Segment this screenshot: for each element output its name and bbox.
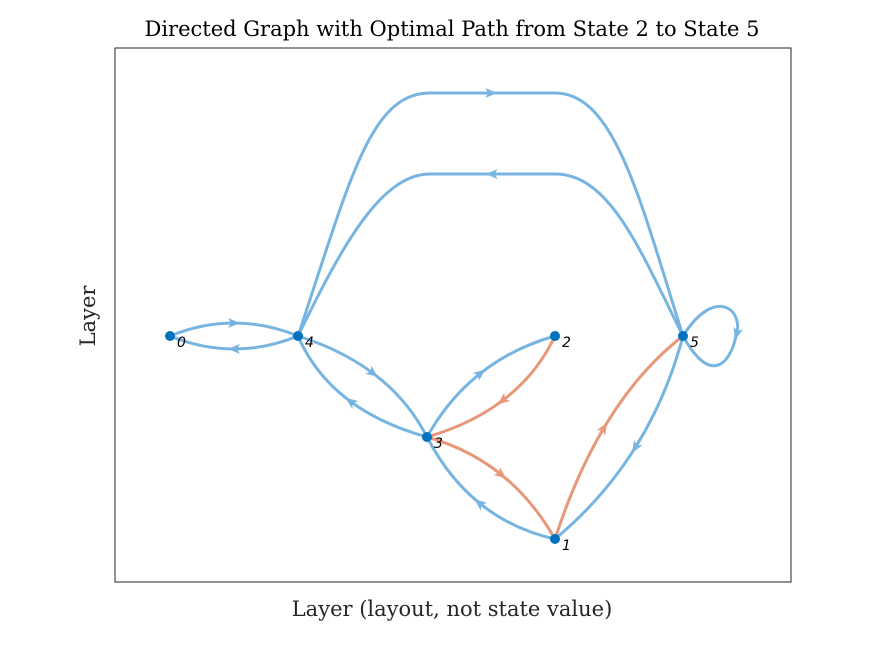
optimal-edge [553,334,684,540]
node [165,331,175,341]
axes-box [114,47,792,583]
edge-arrow [474,499,488,511]
edge-arrow [472,369,486,381]
edge-arrow [228,344,241,355]
node-label: 3 [434,436,443,452]
node-label: 0 [177,335,186,351]
node [293,331,303,341]
y-label: Layer [76,285,100,347]
node [678,331,688,341]
edge-arrow [596,422,608,436]
node-label: 4 [305,335,314,351]
edge-arrow [485,88,498,98]
node [550,331,560,341]
node-label: 1 [562,538,571,554]
optimal-edge [426,335,557,439]
node [550,534,560,544]
title: Directed Graph with Optimal Path from St… [144,17,759,41]
edge-arrow [497,393,511,405]
edge-arrow [631,439,643,453]
edge-arrow [733,326,744,340]
nodes: 0 1 2 3 4 5 [165,331,699,554]
x-label: Layer (layout, not state value) [292,597,613,621]
edge-arrow [485,169,498,179]
edges [169,88,744,541]
node-label: 2 [562,335,571,351]
node-label: 5 [690,335,699,351]
edge-arrow [365,365,378,377]
edge-arrow [345,397,359,410]
node [422,432,432,442]
edge-arrow [227,317,240,328]
edge-arrow [493,467,507,479]
